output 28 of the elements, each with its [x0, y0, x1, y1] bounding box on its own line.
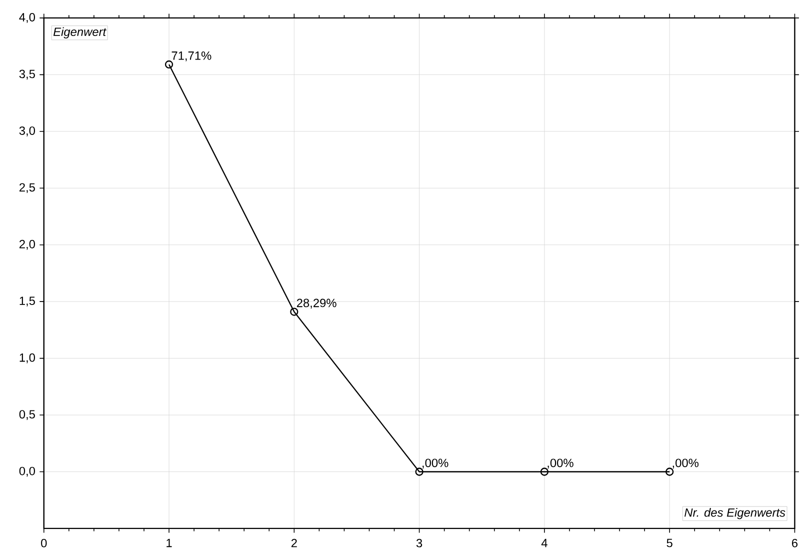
point: [415, 467, 424, 476]
x-tick-label: 3: [416, 538, 422, 548]
x-tick-label: 6: [792, 538, 798, 548]
y-tick-label: 4,0: [19, 12, 36, 23]
y-tick-label: 0,5: [19, 410, 35, 420]
y-tick-label: 0,0: [19, 466, 36, 476]
y-tick-label: 3,5: [19, 70, 35, 80]
x-tick-label: 4: [541, 538, 548, 547]
point: [164, 60, 174, 68]
annotation: 28,29%: [296, 298, 336, 308]
point: [290, 308, 298, 316]
y-tick-label: 1,5: [20, 296, 35, 306]
x-tick-label: 1: [166, 538, 172, 547]
x-tick-label: 0: [41, 538, 47, 548]
y-tick-label: 2,0: [19, 240, 36, 250]
y-axis-title: Eigenwert: [53, 27, 106, 38]
annotation: 71,71%: [172, 51, 212, 62]
annotation: ,00%: [672, 458, 698, 468]
annotation: ,00%: [422, 458, 448, 468]
y-tick-label: 2,5: [19, 183, 35, 193]
y-tick-label: 1,0: [20, 353, 36, 364]
point: [540, 467, 549, 476]
x-tick-label: 2: [291, 538, 297, 547]
x-axis-title: Nr. des Eigenwerts: [684, 508, 786, 519]
annotation: ,00%: [548, 458, 574, 468]
x-tick-label: 5: [666, 538, 672, 547]
y-tick-label: 3,0: [19, 126, 36, 136]
point: [666, 467, 674, 476]
